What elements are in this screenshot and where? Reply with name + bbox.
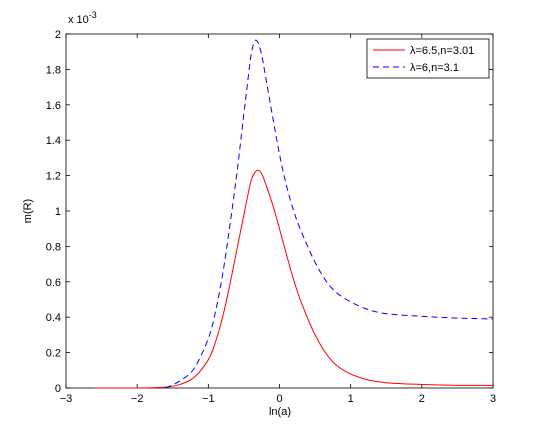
y-tick-label: 0.2	[46, 348, 61, 360]
y-axis: 0 0.2 0.4 0.6 0.8 1 1.2 1.4 1.6 1.8 2	[46, 29, 493, 395]
x-tick-label: 3	[490, 393, 496, 405]
y-tick-label: 2	[55, 29, 61, 41]
y-tick-label: 0.4	[46, 312, 61, 324]
y-tick-label: 1.8	[46, 64, 61, 76]
series-line-2	[165, 39, 494, 389]
y-tick-label: 1.4	[46, 135, 61, 147]
y-exponent-label: x 10-3	[68, 10, 97, 26]
legend-box	[366, 38, 490, 79]
x-axis: −3 −2 −1 0 1 2 3	[60, 34, 496, 405]
x-tick-label: −3	[60, 393, 73, 405]
y-tick-label: 1.2	[46, 171, 61, 183]
plot-area	[65, 33, 494, 389]
x-tick-label: −2	[131, 393, 144, 405]
legend-label-series-2: λ=6,n=3.1	[410, 62, 459, 74]
series-layer	[94, 39, 494, 389]
y-tick-label: 1.6	[46, 100, 61, 112]
y-tick-label: 1	[55, 206, 61, 218]
y-tick-label: 0.6	[46, 277, 61, 289]
x-tick-label: 1	[348, 393, 354, 405]
x-tick-label: 2	[419, 393, 425, 405]
y-tick-label: 0	[55, 383, 61, 395]
y-axis-label: m(R)	[22, 199, 34, 223]
legend: λ=6.5,n=3.01 λ=6,n=3.1	[366, 38, 490, 79]
series-line-1	[94, 169, 494, 389]
x-axis-label: ln(a)	[269, 406, 291, 418]
x-tick-label: −1	[202, 393, 215, 405]
x-tick-label: 0	[276, 393, 282, 405]
legend-label-series-1: λ=6.5,n=3.01	[410, 45, 474, 57]
y-tick-label: 0.8	[46, 241, 61, 253]
